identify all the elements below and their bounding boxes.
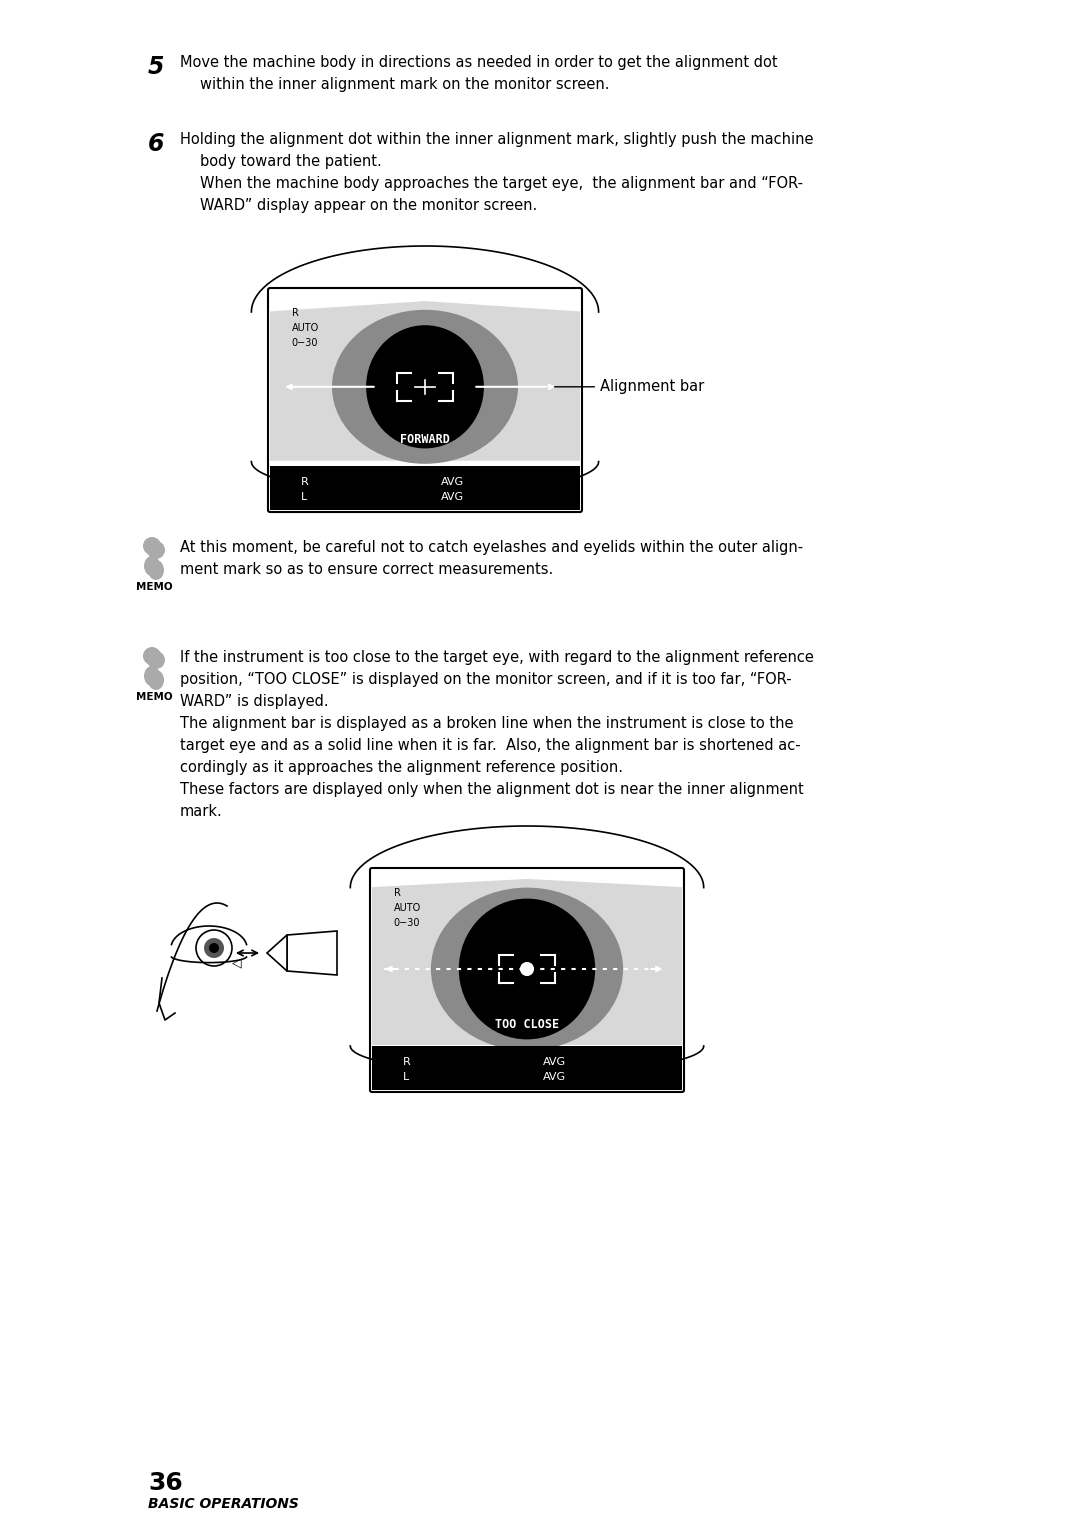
Text: At this moment, be careful not to catch eyelashes and eyelids within the outer a: At this moment, be careful not to catch … [180,540,804,555]
Text: Move the machine body in directions as needed in order to get the alignment dot: Move the machine body in directions as n… [180,55,778,70]
Text: AVG: AVG [441,478,463,487]
Text: When the machine body approaches the target eye,  the alignment bar and “FOR-: When the machine body approaches the tar… [200,175,804,191]
Polygon shape [267,935,287,971]
Text: AVG: AVG [441,493,463,502]
Text: Holding the alignment dot within the inner alignment mark, slightly push the mac: Holding the alignment dot within the inn… [180,133,813,146]
Text: If the instrument is too close to the target eye, with regard to the alignment r: If the instrument is too close to the ta… [180,650,814,665]
Ellipse shape [148,560,164,580]
Polygon shape [350,826,704,888]
Circle shape [147,652,165,668]
Bar [270,465,580,510]
Text: AUTO: AUTO [292,324,319,333]
Text: BASIC OPERATIONS: BASIC OPERATIONS [148,1497,299,1511]
Text: target eye and as a solid line when it is far.  Also, the alignment bar is short: target eye and as a solid line when it i… [180,739,800,752]
Text: These factors are displayed only when the alignment dot is near the inner alignm: These factors are displayed only when th… [180,781,804,797]
Text: TOO CLOSE: TOO CLOSE [495,1018,559,1030]
Ellipse shape [431,888,623,1050]
Polygon shape [252,246,598,311]
Text: R: R [301,478,309,487]
Text: FORWARD: FORWARD [400,433,450,446]
Ellipse shape [148,670,164,690]
Text: mark.: mark. [180,804,222,819]
Text: 36: 36 [148,1471,183,1495]
Circle shape [147,542,165,559]
Text: R: R [394,888,401,897]
Text: WARD” is displayed.: WARD” is displayed. [180,694,328,710]
Ellipse shape [332,310,518,464]
Text: cordingly as it approaches the alignment reference position.: cordingly as it approaches the alignment… [180,760,623,775]
Polygon shape [252,461,598,494]
Text: 5: 5 [148,55,164,79]
Bar [270,290,580,510]
Text: WARD” display appear on the monitor screen.: WARD” display appear on the monitor scre… [200,198,537,214]
Text: within the inner alignment mark on the monitor screen.: within the inner alignment mark on the m… [200,76,609,92]
Text: L: L [301,493,307,502]
Text: body toward the patient.: body toward the patient. [200,154,381,169]
Text: The alignment bar is displayed as a broken line when the instrument is close to : The alignment bar is displayed as a brok… [180,716,794,731]
Ellipse shape [144,555,160,575]
Circle shape [204,938,224,958]
Text: MEMO: MEMO [136,691,173,702]
Text: ment mark so as to ensure correct measurements.: ment mark so as to ensure correct measur… [180,562,553,577]
Text: MEMO: MEMO [136,581,173,592]
Ellipse shape [144,665,160,687]
Text: AVG: AVG [542,1073,566,1082]
Text: L: L [403,1073,409,1082]
Text: 0−30: 0−30 [394,919,420,928]
Ellipse shape [366,325,484,449]
Text: R: R [403,1058,410,1067]
Text: 0−30: 0−30 [292,339,319,348]
Circle shape [210,943,219,954]
Text: R: R [292,308,298,317]
Text: ◁: ◁ [232,957,242,969]
Circle shape [195,929,232,966]
Circle shape [143,537,161,555]
Bar [372,1045,681,1090]
Text: position, “TOO CLOSE” is displayed on the monitor screen, and if it is too far, : position, “TOO CLOSE” is displayed on th… [180,671,792,687]
Bar [372,870,681,1090]
Circle shape [519,961,534,977]
Text: AVG: AVG [542,1058,566,1067]
Ellipse shape [459,899,595,1039]
Text: Alignment bar: Alignment bar [545,380,704,394]
Polygon shape [287,931,337,975]
Text: 6: 6 [148,133,164,156]
Polygon shape [350,1045,704,1074]
Text: AUTO: AUTO [394,903,421,913]
Circle shape [143,647,161,665]
